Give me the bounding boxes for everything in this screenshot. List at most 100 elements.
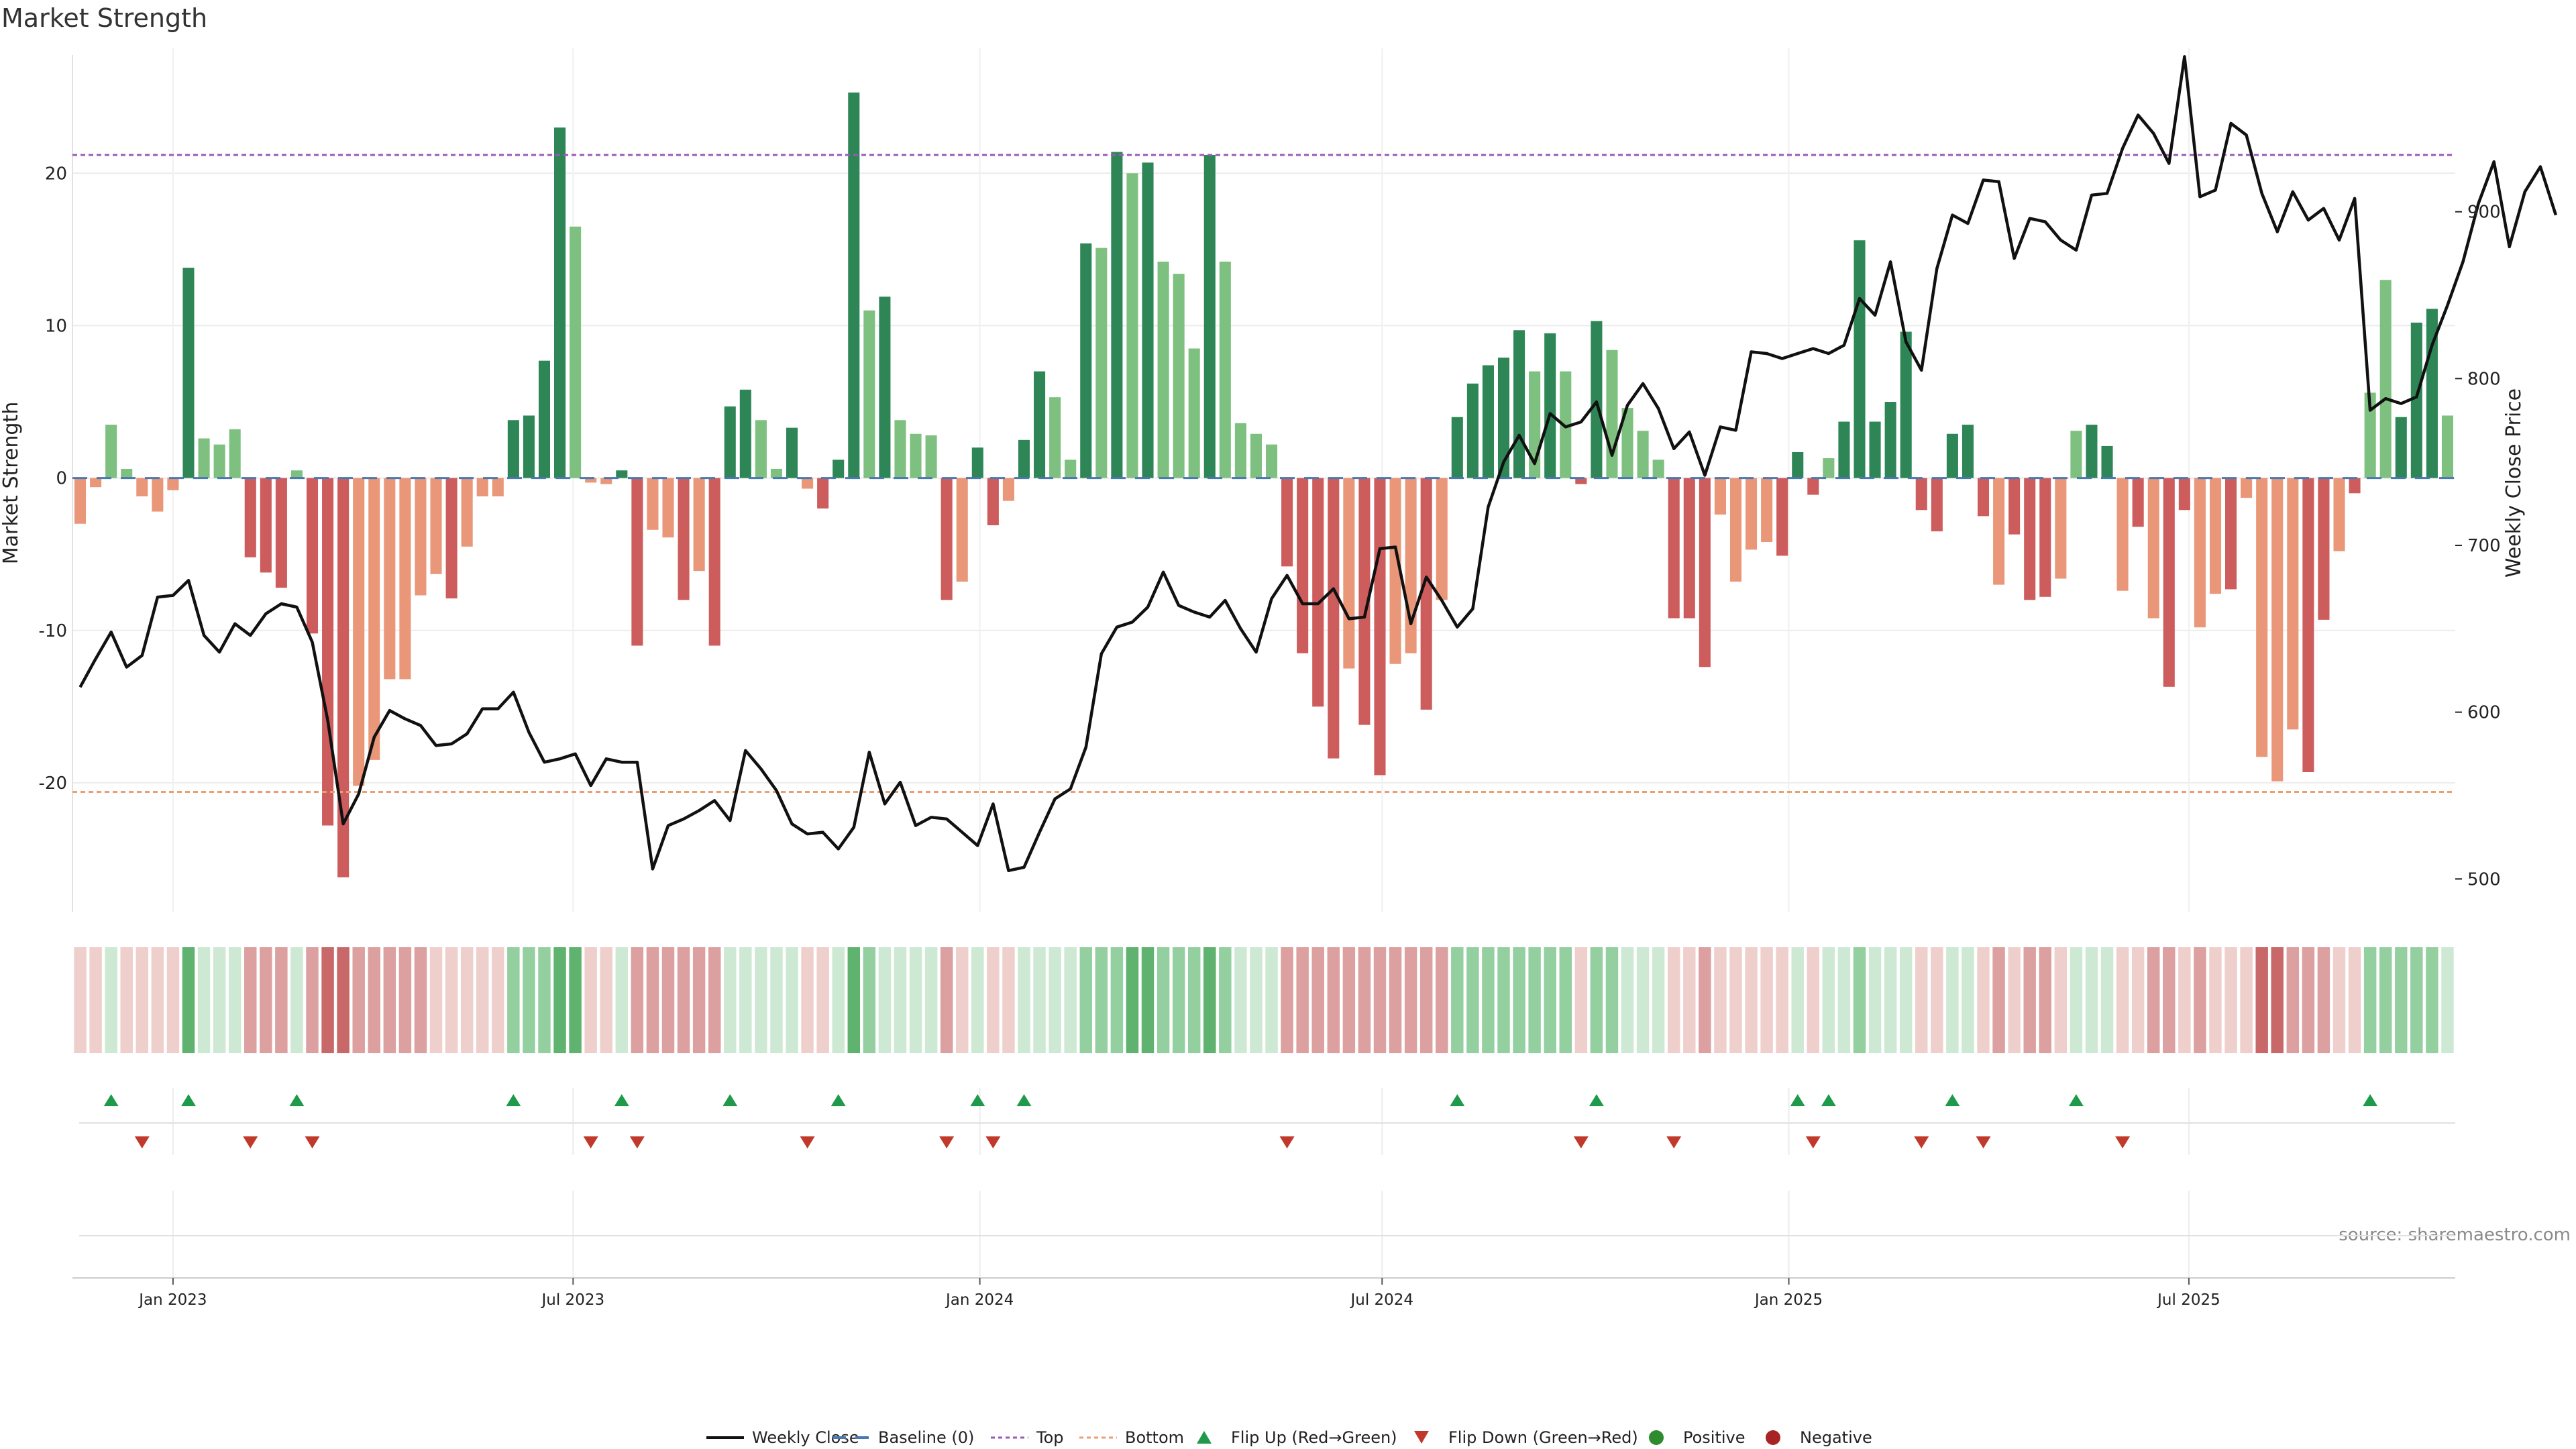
strength-bar bbox=[399, 478, 411, 680]
heat-cell bbox=[2070, 947, 2083, 1053]
heat-cell bbox=[1992, 947, 2005, 1053]
y-tick-label: -10 bbox=[39, 621, 67, 641]
strength-bar bbox=[1668, 478, 1680, 619]
strength-bar bbox=[1018, 439, 1030, 478]
y-tick-label: 10 bbox=[45, 316, 67, 336]
strength-bar bbox=[1188, 348, 1200, 478]
heat-cell bbox=[1342, 947, 1356, 1053]
strength-bar bbox=[445, 478, 458, 599]
strength-bar bbox=[1575, 478, 1587, 484]
strength-bar bbox=[1962, 425, 1974, 478]
strength-bar bbox=[74, 478, 87, 524]
strength-bar bbox=[755, 420, 767, 478]
strength-bar bbox=[167, 478, 179, 490]
heat-cell bbox=[2379, 947, 2392, 1053]
heat-cell bbox=[1605, 947, 1619, 1053]
strength-bar bbox=[1002, 478, 1014, 501]
heat-cell bbox=[2023, 947, 2036, 1053]
heat-cell bbox=[1389, 947, 1402, 1053]
heat-cell bbox=[492, 947, 504, 1053]
heat-cell bbox=[2085, 947, 2098, 1053]
y-tick-label: -20 bbox=[39, 773, 67, 794]
x-tick-label: Jul 2023 bbox=[541, 1291, 605, 1309]
heat-cell bbox=[1977, 947, 1990, 1053]
heat-cell bbox=[120, 947, 133, 1053]
strength-bar bbox=[1823, 458, 1835, 478]
flip-down-marker bbox=[1279, 1136, 1295, 1148]
flip-up-marker bbox=[1589, 1094, 1604, 1106]
strength-bar bbox=[213, 444, 225, 478]
strength-bar bbox=[1436, 478, 1448, 600]
flip-up-marker bbox=[180, 1094, 196, 1106]
strength-bar bbox=[2209, 478, 2222, 594]
heat-cell bbox=[956, 947, 969, 1053]
strength-bar bbox=[353, 478, 365, 786]
heat-cell bbox=[1064, 947, 1077, 1053]
heat-cell bbox=[770, 947, 783, 1053]
heat-cell bbox=[1404, 947, 1417, 1053]
heat-cell bbox=[228, 947, 241, 1053]
heat-cell bbox=[429, 947, 443, 1053]
legend-item: Top bbox=[991, 1428, 1064, 1447]
strength-bar bbox=[2039, 478, 2051, 597]
heat-cell bbox=[1946, 947, 1959, 1053]
heat-cell bbox=[1079, 947, 1092, 1053]
strength-bar bbox=[1126, 173, 1138, 478]
legend-label: Top bbox=[1036, 1428, 1064, 1447]
strength-bar bbox=[2241, 478, 2253, 498]
strength-bar bbox=[2132, 478, 2144, 527]
heat-cell bbox=[2240, 947, 2253, 1053]
flip-down-marker bbox=[1666, 1136, 1682, 1148]
heat-cell bbox=[1729, 947, 1742, 1053]
y2-tick-label: 600 bbox=[2467, 703, 2501, 723]
strength-bar bbox=[1746, 478, 1758, 550]
strength-bar bbox=[1714, 478, 1726, 515]
heat-cell bbox=[523, 947, 535, 1053]
heat-cell bbox=[631, 947, 644, 1053]
heat-cell bbox=[1513, 947, 1525, 1053]
strength-bar bbox=[616, 470, 628, 478]
flip-up-marker bbox=[830, 1094, 846, 1106]
strength-bar bbox=[306, 478, 319, 634]
y2-axis-label: Weekly Close Price bbox=[2502, 388, 2526, 578]
flip-up-marker bbox=[1945, 1094, 1960, 1106]
y-axis-label: Market Strength bbox=[0, 402, 23, 564]
strength-bar bbox=[182, 268, 195, 478]
strength-bar bbox=[136, 478, 148, 496]
heat-cell bbox=[321, 947, 334, 1053]
strength-bar bbox=[848, 92, 860, 478]
heat-cell bbox=[2131, 947, 2145, 1053]
strength-bar bbox=[662, 478, 674, 538]
y-tick-label: 20 bbox=[45, 164, 67, 184]
heat-cell bbox=[2008, 947, 2021, 1053]
heat-cell bbox=[383, 947, 396, 1053]
heat-cell bbox=[816, 947, 829, 1053]
heat-cell bbox=[1683, 947, 1696, 1053]
heat-cell bbox=[1884, 947, 1897, 1053]
heat-cell bbox=[1110, 947, 1124, 1053]
flip-up-marker bbox=[970, 1094, 985, 1106]
heat-cell bbox=[2224, 947, 2237, 1053]
strength-bar bbox=[1219, 262, 1231, 478]
heat-cell bbox=[1203, 947, 1216, 1053]
heat-cell bbox=[1652, 947, 1665, 1053]
strength-bar bbox=[229, 429, 241, 478]
x-tick-label: Jan 2024 bbox=[945, 1291, 1014, 1309]
strength-bar bbox=[600, 478, 612, 484]
heat-cell bbox=[89, 947, 102, 1053]
strength-bar bbox=[2024, 478, 2036, 600]
strength-bar bbox=[2364, 392, 2376, 478]
strength-bar bbox=[2178, 478, 2190, 511]
strength-bar bbox=[786, 427, 798, 478]
heat-cell bbox=[1187, 947, 1201, 1053]
heat-cell bbox=[398, 947, 412, 1053]
legend-label: Negative bbox=[1800, 1428, 1872, 1447]
strength-bar bbox=[2147, 478, 2159, 619]
flip-up-marker bbox=[103, 1094, 119, 1106]
legend-swatch bbox=[1414, 1431, 1429, 1444]
flip-up-marker bbox=[722, 1094, 738, 1106]
heat-cell bbox=[1574, 947, 1588, 1053]
heat-cell bbox=[971, 947, 984, 1053]
strength-bar bbox=[90, 478, 102, 488]
strength-bar bbox=[879, 297, 891, 478]
